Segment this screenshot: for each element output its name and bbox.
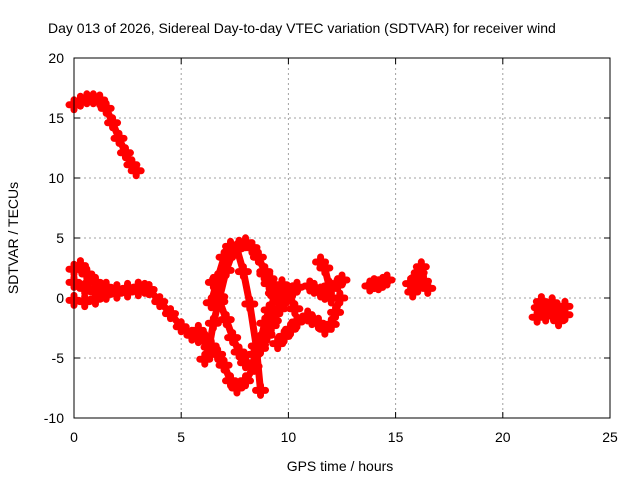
data-point: [209, 345, 227, 363]
data-point: [211, 293, 229, 311]
series-arc-12: [269, 313, 306, 353]
data-point: [327, 303, 345, 321]
data-point: [71, 257, 89, 275]
data-point: [275, 327, 293, 345]
data-point: [530, 299, 548, 317]
x-tick-label: 5: [177, 429, 185, 445]
y-tick-label: 20: [48, 50, 64, 66]
x-tick-label: 25: [602, 429, 618, 445]
data-point: [116, 144, 134, 162]
data-point: [286, 300, 304, 318]
plot-frame: [73, 57, 611, 419]
chart-title: Day 013 of 2026, Sidereal Day-to-day VTE…: [48, 20, 556, 36]
x-axis-label: GPS time / hours: [287, 458, 394, 474]
data-point: [288, 278, 306, 296]
data-point: [378, 271, 396, 289]
data-point: [279, 282, 297, 300]
data-point: [228, 240, 246, 258]
data-point: [412, 258, 430, 276]
series-arc-13: [299, 289, 349, 338]
data-point: [256, 265, 274, 283]
data-point: [140, 281, 158, 299]
y-tick-label: 0: [56, 290, 64, 306]
data-point: [322, 315, 340, 333]
y-tick-label: 15: [48, 110, 64, 126]
data-series: [65, 90, 574, 399]
data-point: [78, 265, 96, 283]
series-arc-8: [204, 273, 255, 372]
data-point: [543, 302, 561, 320]
data-point: [86, 290, 104, 308]
data-point: [241, 295, 259, 313]
axis-ticks: 0 5 10 15 20 25 -10 -5 0 5 10 15 20: [44, 50, 618, 445]
data-point: [104, 114, 122, 132]
data-point: [269, 289, 287, 307]
data-point: [288, 313, 306, 331]
y-tick-label: -5: [52, 350, 65, 366]
series-arc-18: [402, 272, 437, 297]
series-arc-20: [530, 299, 574, 330]
data-point: [252, 381, 270, 399]
x-tick-label: 20: [495, 429, 511, 445]
data-point: [333, 271, 351, 289]
data-point: [161, 305, 179, 323]
data-point: [91, 91, 109, 109]
data-point: [200, 338, 218, 356]
data-point: [189, 321, 207, 339]
y-tick-label: 10: [48, 170, 64, 186]
data-point: [316, 259, 334, 277]
y-tick-label: -10: [44, 410, 64, 426]
data-point: [222, 372, 240, 390]
data-point: [204, 273, 222, 291]
series-arc-11: [256, 265, 287, 307]
data-point: [76, 279, 94, 297]
data-point: [228, 379, 246, 397]
x-tick-label: 0: [70, 429, 78, 445]
grid: [74, 58, 610, 418]
data-point: [97, 99, 115, 117]
data-point: [249, 248, 267, 266]
data-point: [224, 329, 242, 347]
data-point: [237, 354, 255, 372]
series-arc-16: [361, 271, 396, 295]
data-point: [234, 263, 252, 281]
data-point: [230, 343, 248, 361]
data-point: [282, 320, 300, 338]
data-point: [127, 162, 145, 180]
data-point: [196, 350, 214, 368]
y-tick-label: 5: [56, 230, 64, 246]
x-tick-label: 15: [388, 429, 404, 445]
data-point: [151, 293, 169, 311]
data-point: [172, 318, 190, 336]
data-point: [97, 285, 115, 303]
series-arc-15: [301, 271, 351, 303]
data-point: [419, 279, 437, 297]
data-point: [237, 372, 255, 390]
data-point: [269, 335, 287, 353]
data-point: [260, 301, 278, 319]
data-point: [252, 331, 270, 349]
data-point: [110, 129, 128, 147]
data-point: [243, 239, 261, 257]
x-tick-label: 10: [281, 429, 297, 445]
data-point: [556, 306, 574, 324]
series-arc-1: [65, 90, 145, 180]
data-point: [260, 275, 278, 293]
data-point: [215, 356, 233, 374]
y-axis-label: SDTVAR / TECUs: [5, 182, 21, 294]
data-point: [215, 248, 233, 266]
data-point: [204, 314, 222, 332]
data-point: [217, 311, 235, 329]
data-point: [245, 345, 263, 363]
data-point: [256, 314, 274, 332]
